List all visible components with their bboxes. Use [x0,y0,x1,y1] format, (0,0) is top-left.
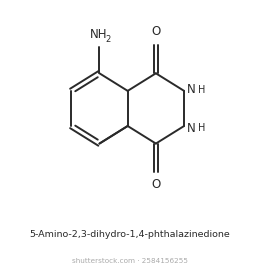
Text: O: O [151,25,160,38]
Text: shutterstock.com · 2584156255: shutterstock.com · 2584156255 [72,258,188,264]
Text: 5-Amino-2,3-dihydro-1,4-phthalazinedione: 5-Amino-2,3-dihydro-1,4-phthalazinedione [30,230,230,239]
Text: 2: 2 [106,35,111,44]
Text: N: N [187,83,195,96]
Text: NH: NH [89,29,107,41]
Text: H: H [198,123,205,133]
Text: N: N [187,122,195,135]
Text: O: O [151,178,160,192]
Text: H: H [198,85,205,95]
